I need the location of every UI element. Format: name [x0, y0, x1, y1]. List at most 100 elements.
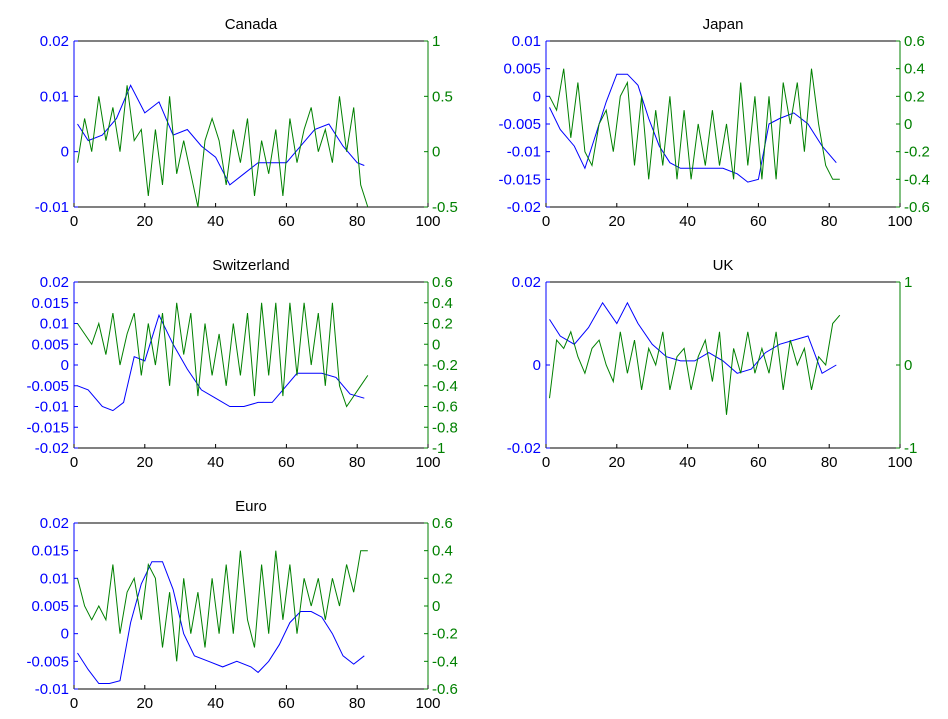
- right-y-tick-label: 1: [904, 274, 912, 291]
- chart-title: Euro: [235, 498, 267, 515]
- left-y-tick-label: 0.02: [512, 274, 541, 291]
- left-y-tick-label: 0: [533, 88, 541, 105]
- x-tick-label: 60: [278, 454, 295, 471]
- left-y-tick-label: -0.015: [498, 171, 541, 188]
- right-y-tick-label: -1: [904, 440, 917, 457]
- right-y-tick-label: -0.2: [432, 626, 458, 643]
- x-tick-label: 100: [415, 454, 440, 471]
- right-y-tick-label: -0.2: [432, 357, 458, 374]
- x-tick-label: 80: [821, 454, 838, 471]
- left-axis-series-line: [77, 561, 365, 684]
- right-y-tick-label: 0.2: [904, 88, 925, 105]
- right-y-tick-label: 0.6: [432, 515, 453, 532]
- x-tick-label: 0: [542, 213, 550, 230]
- right-y-tick-label: 0.6: [432, 274, 453, 291]
- left-y-tick-label: 0.015: [31, 295, 69, 312]
- left-y-tick-label: 0.01: [512, 33, 541, 50]
- left-y-tick-label: 0: [61, 626, 69, 643]
- right-y-tick-label: 0.4: [432, 543, 453, 560]
- chart-title: Japan: [703, 16, 744, 33]
- left-axis-series-line: [549, 301, 837, 375]
- right-y-tick-label: -0.6: [432, 681, 458, 698]
- right-y-tick-label: 0.4: [432, 295, 453, 312]
- left-y-tick-label: -0.01: [507, 144, 541, 161]
- x-tick-label: 60: [750, 454, 767, 471]
- x-tick-label: 40: [207, 695, 224, 712]
- x-tick-label: 80: [349, 695, 366, 712]
- left-y-tick-label: 0.005: [31, 336, 69, 353]
- right-y-tick-label: -1: [432, 440, 445, 457]
- right-y-tick-label: 0.4: [904, 61, 925, 78]
- left-y-tick-label: 0.02: [40, 33, 69, 50]
- right-axis-series-line: [549, 314, 841, 415]
- x-tick-label: 100: [887, 213, 912, 230]
- chart-title: Switzerland: [212, 257, 290, 274]
- x-tick-label: 40: [207, 454, 224, 471]
- left-y-tick-label: 0.01: [40, 316, 69, 333]
- left-y-tick-label: -0.005: [498, 116, 541, 133]
- x-tick-label: 40: [207, 213, 224, 230]
- right-y-tick-label: -0.5: [432, 199, 458, 216]
- x-tick-label: 40: [679, 454, 696, 471]
- left-y-tick-label: -0.015: [26, 419, 69, 436]
- right-y-tick-label: 0: [432, 336, 440, 353]
- left-y-tick-label: -0.01: [35, 399, 69, 416]
- right-axis-series-line: [549, 68, 840, 180]
- right-y-tick-label: 0.5: [432, 88, 453, 105]
- right-y-tick-label: -0.8: [432, 419, 458, 436]
- x-tick-label: 0: [70, 454, 78, 471]
- x-tick-label: 80: [821, 213, 838, 230]
- x-tick-label: 60: [278, 695, 295, 712]
- x-tick-label: 0: [70, 695, 78, 712]
- right-y-tick-label: 0: [904, 357, 912, 374]
- left-y-tick-label: 0.02: [40, 274, 69, 291]
- panel-switzerland: Switzerland 0 20 40 60 80 100 -0.02 -0.015 -0.01 -…: [26, 257, 457, 471]
- left-y-tick-label: -0.01: [35, 199, 69, 216]
- x-tick-label: 60: [278, 213, 295, 230]
- x-tick-label: 20: [136, 213, 153, 230]
- x-tick-label: 80: [349, 213, 366, 230]
- left-y-tick-label: -0.02: [507, 199, 541, 216]
- left-y-tick-label: 0.01: [40, 570, 69, 587]
- right-y-tick-label: 0: [904, 116, 912, 133]
- left-axis-series-line: [77, 313, 365, 412]
- x-tick-label: 0: [70, 213, 78, 230]
- panel-euro: Euro 0 20 40 60 80 100 -0.01 -0.005 0 0.005 0.01 0.0…: [26, 498, 457, 712]
- right-y-tick-label: 1: [432, 33, 440, 50]
- right-axis-series-line: [77, 550, 368, 662]
- chart-title: UK: [713, 257, 734, 274]
- left-y-tick-label: 0.02: [40, 515, 69, 532]
- left-y-tick-label: 0: [61, 357, 69, 374]
- x-tick-label: 20: [136, 695, 153, 712]
- left-y-tick-label: -0.02: [507, 440, 541, 457]
- right-y-tick-label: -0.6: [432, 399, 458, 416]
- right-y-tick-label: -0.4: [904, 171, 930, 188]
- left-axis-series-line: [549, 73, 837, 183]
- right-y-tick-label: 0.6: [904, 33, 925, 50]
- x-tick-label: 20: [608, 213, 625, 230]
- x-tick-label: 100: [415, 695, 440, 712]
- left-y-tick-label: 0: [61, 144, 69, 161]
- left-y-tick-label: -0.005: [26, 378, 69, 395]
- left-y-tick-label: 0.015: [31, 543, 69, 560]
- x-tick-label: 100: [415, 213, 440, 230]
- left-y-tick-label: -0.005: [26, 653, 69, 670]
- right-y-tick-label: -0.6: [904, 199, 930, 216]
- right-y-tick-label: 0: [432, 598, 440, 615]
- right-y-tick-label: -0.2: [904, 144, 930, 161]
- right-axis-series-line: [77, 85, 369, 208]
- left-y-tick-label: 0.005: [503, 61, 541, 78]
- chart-title: Canada: [225, 16, 278, 33]
- panel-japan: Japan 0 20 40 60 80 100 -0.02 -0.015 -0.01 -0.005 0…: [498, 16, 929, 230]
- x-tick-label: 60: [750, 213, 767, 230]
- right-axis-series-line: [77, 302, 369, 408]
- left-y-tick-label: -0.02: [35, 440, 69, 457]
- right-y-tick-label: 0: [432, 144, 440, 161]
- x-tick-label: 40: [679, 213, 696, 230]
- left-axis-series-line: [77, 84, 365, 186]
- left-y-tick-label: 0.005: [31, 598, 69, 615]
- left-y-tick-label: 0.01: [40, 88, 69, 105]
